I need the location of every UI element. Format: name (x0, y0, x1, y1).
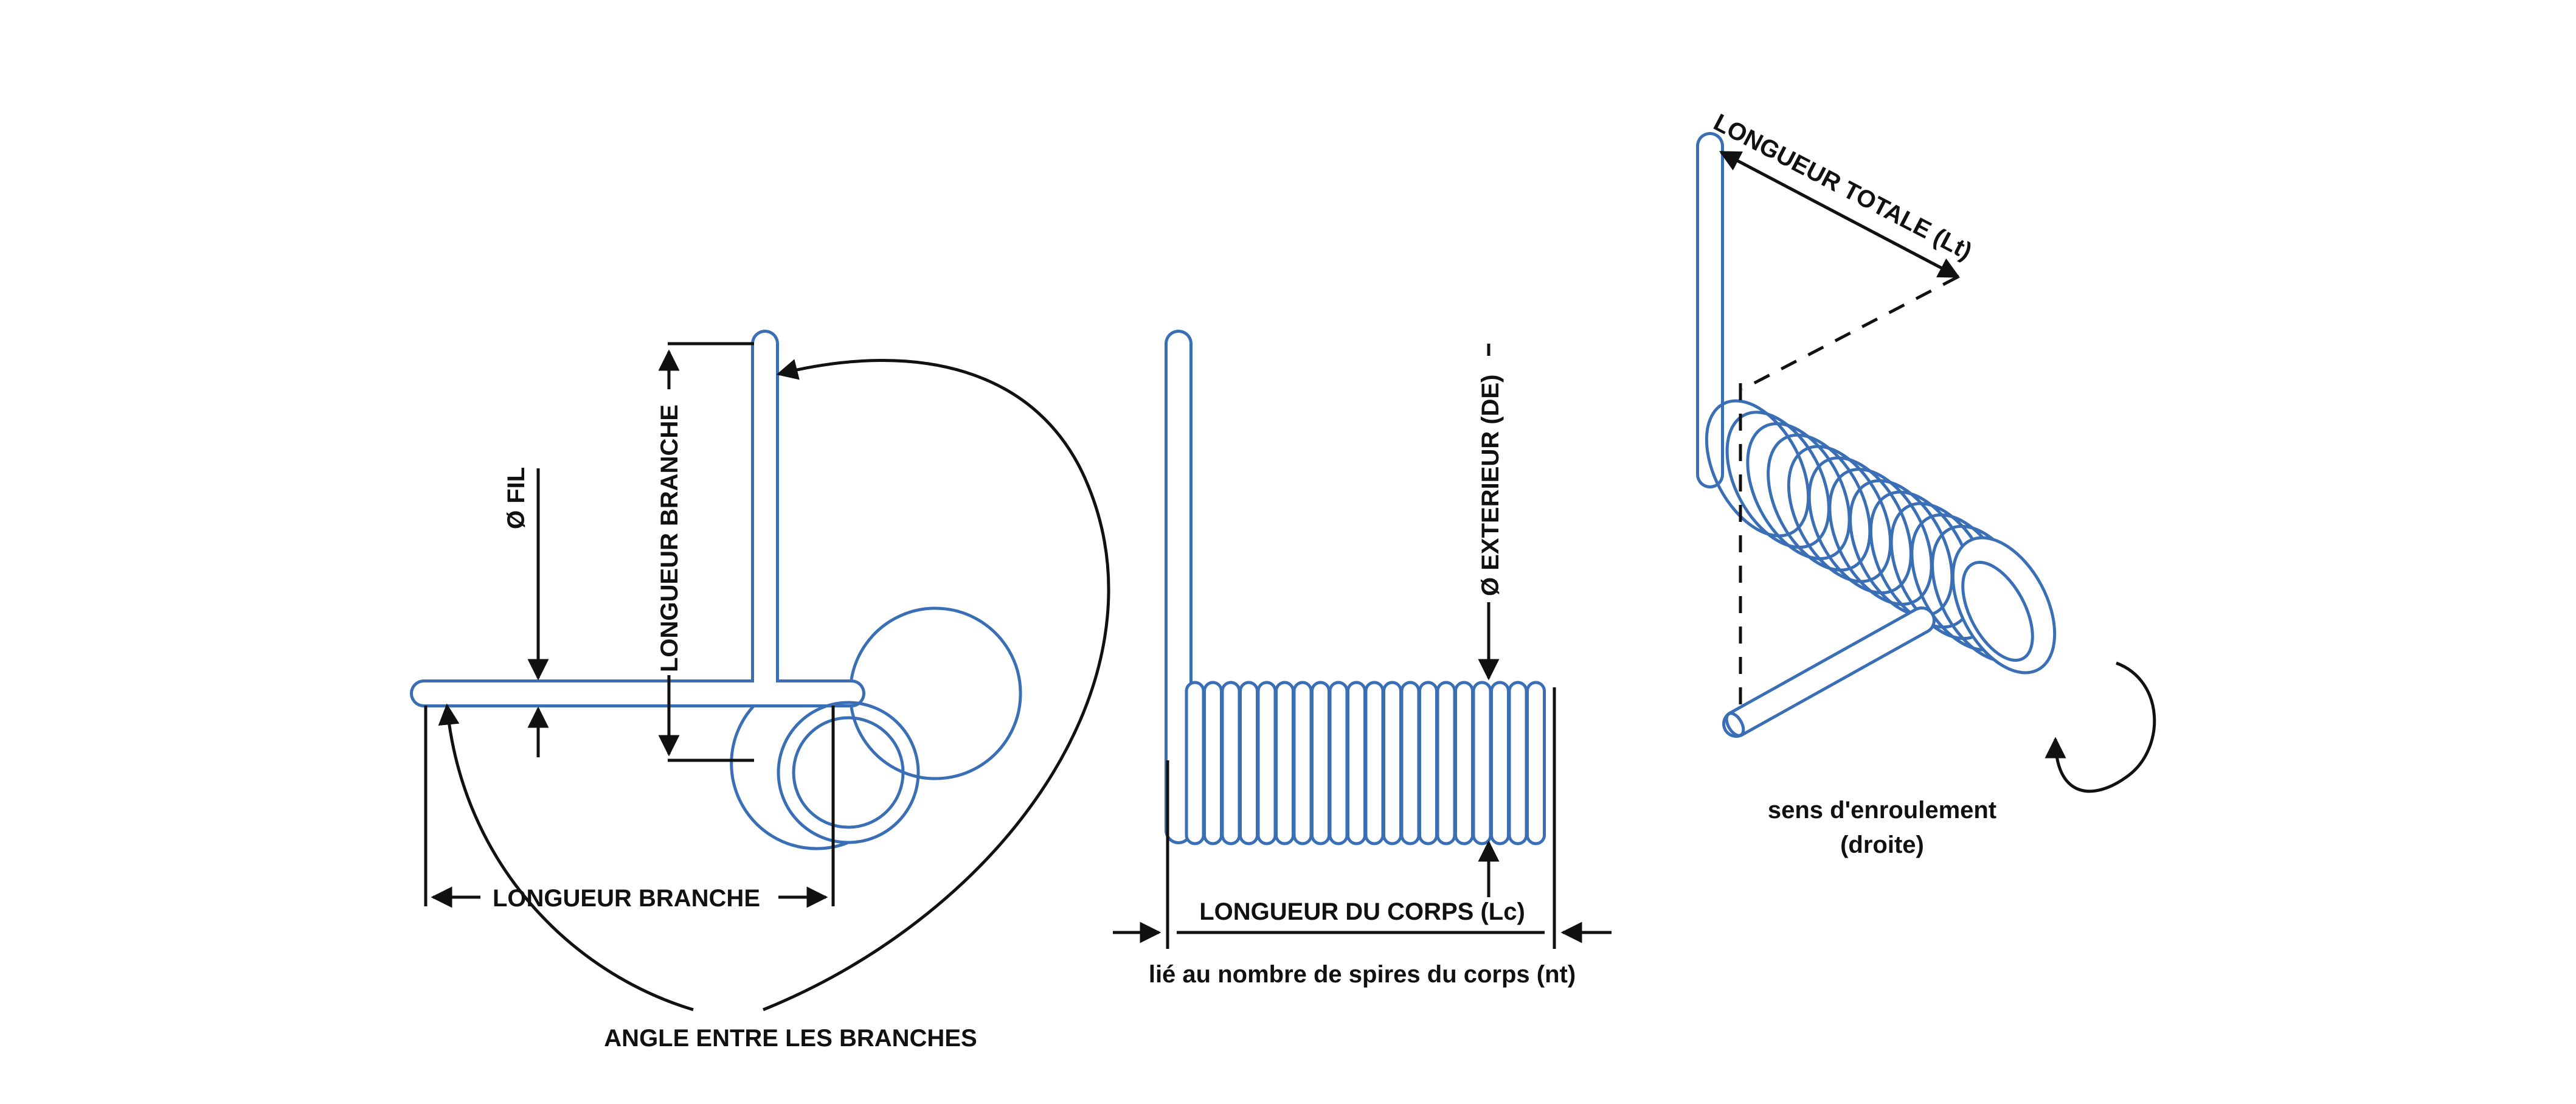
angle-between-legs-label: ANGLE ENTRE LES BRANCHES (604, 1025, 977, 1052)
angle-arc (438, 359, 1110, 1012)
coil-turn (1767, 433, 1872, 572)
coil-inner-turn (1961, 560, 2034, 662)
coil-turn (1311, 681, 1331, 845)
coil-turn (1526, 681, 1546, 845)
body-length-dimension (1113, 687, 1612, 949)
spring-side-view: Ø FIL LONGUEUR BRANCHE LONGUEUR BRANCHE … (410, 330, 1110, 1052)
coil-turn (1275, 681, 1295, 845)
coil-turn (1787, 445, 1892, 583)
coil-turn (1328, 681, 1349, 845)
coil-turn (1239, 681, 1259, 845)
coil-turn (1400, 681, 1421, 845)
coil-turn (1454, 681, 1474, 845)
coil-turn (1346, 681, 1366, 845)
coil-turn (1849, 479, 1954, 617)
coil-turn (1828, 468, 1933, 606)
spring-isometric-view: LONGUEUR TOTALE (Lt) sens d'enroulement … (1696, 109, 2156, 858)
coil-turn (1256, 681, 1277, 845)
body-length-note: lié au nombre de spires du corps (nt) (1149, 961, 1576, 988)
coil-turn (1725, 411, 1830, 549)
coil-turn (1705, 399, 1810, 538)
total-length-dimension (1719, 150, 1961, 712)
spring-body-coils (1185, 681, 1546, 845)
coil-turn (1490, 681, 1510, 845)
coil-turn (1382, 681, 1402, 845)
spring-legs-wire (410, 330, 1022, 780)
coil-turn (1508, 681, 1528, 845)
leg-length-horizontal-dimension (424, 706, 835, 908)
coil-turn (1746, 422, 1851, 560)
coil-turn (1364, 681, 1385, 845)
spring-front-view: Ø EXTERIEUR (DE) LONGUEUR DU CORPS (Lc) … (1113, 330, 1612, 988)
coil-turn (1203, 681, 1223, 845)
leg-length-horizontal-label: LONGUEUR BRANCHE (493, 885, 760, 912)
coil-turn (1807, 456, 1913, 595)
winding-direction-label-line1: sens d'enroulement (1768, 797, 1996, 824)
spring-iso-diagonal-leg (1722, 606, 1936, 738)
leg-length-vertical-label: LONGUEUR BRANCHE (656, 404, 683, 672)
coil-turn (1418, 681, 1438, 845)
winding-direction-label-line2: (droite) (1840, 831, 1924, 858)
winding-direction-arrow (2045, 661, 2156, 793)
wire-diameter-label: Ø FIL (503, 467, 530, 529)
coil-turn (1220, 681, 1241, 845)
body-length-label: LONGUEUR DU CORPS (Lc) (1199, 898, 1525, 925)
outer-diameter-label: Ø EXTERIEUR (DE) (1477, 375, 1504, 596)
coil-turn (1436, 681, 1456, 845)
spring-iso-coils (1705, 399, 2057, 675)
coil-turn (1292, 681, 1313, 845)
coil-turn (1951, 536, 2057, 675)
total-length-label: LONGUEUR TOTALE (Lt) (1709, 109, 1976, 265)
coil-turn (1869, 490, 1975, 629)
coil-turn (1185, 681, 1205, 845)
spring-coil-end-view (730, 701, 920, 850)
coil-turn (1472, 681, 1492, 845)
